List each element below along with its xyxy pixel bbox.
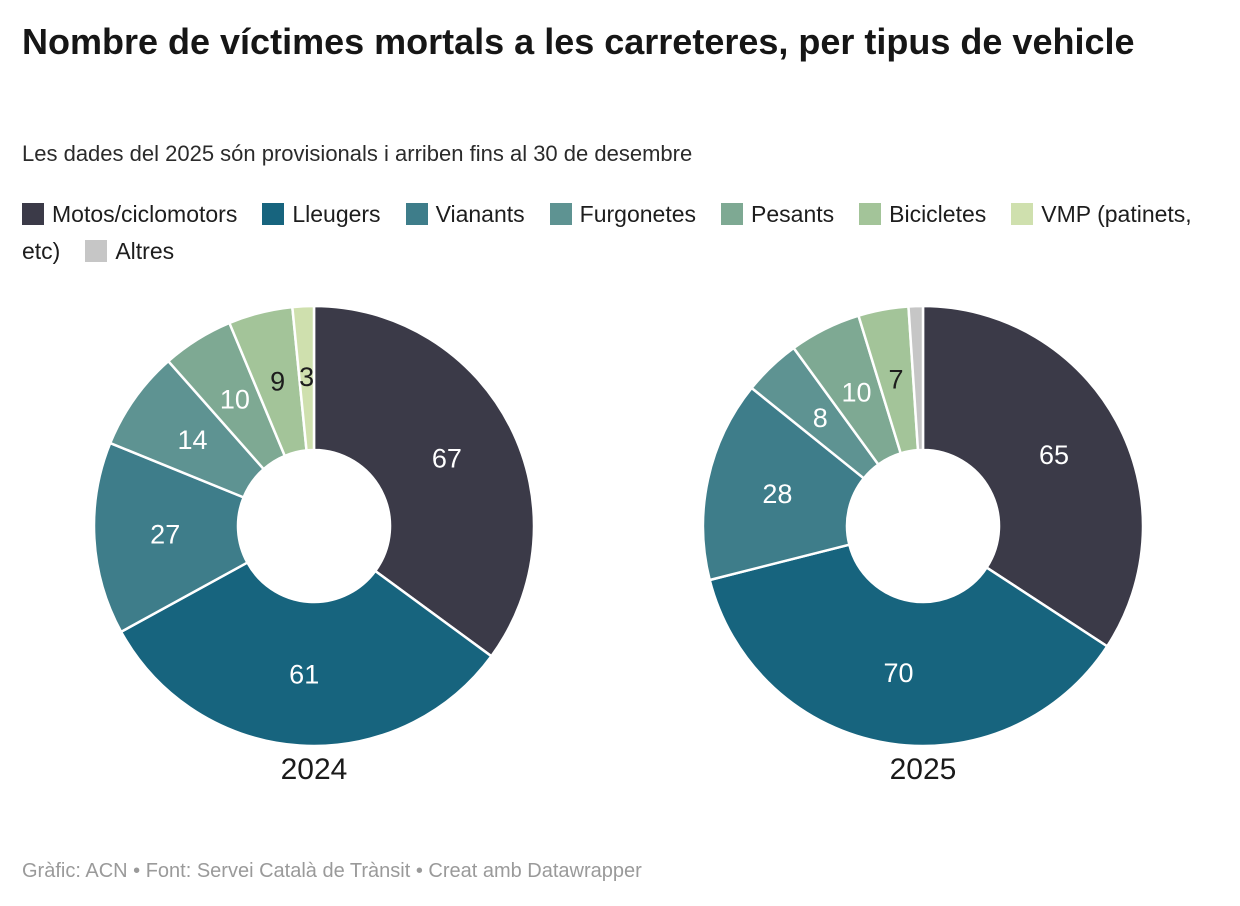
legend-item: Furgonetes (549, 201, 697, 227)
legend-swatch (85, 240, 108, 262)
pie-slice (119, 561, 493, 748)
donut-chart-2025: 65 70 28 8 10 7 (701, 304, 1145, 748)
pie-slice (708, 543, 1109, 748)
slice-value-label: 14 (177, 425, 207, 455)
legend-item-label: Vianants (435, 201, 525, 227)
slice-value-label: 8 (813, 403, 828, 433)
legend-item: Vianants (405, 201, 525, 227)
slice-value-label: 28 (762, 479, 792, 509)
slice-value-label: 9 (270, 367, 285, 397)
donut-year-label-2025: 2025 (889, 753, 957, 786)
slice-value-label: 70 (883, 658, 913, 688)
legend-swatch (22, 203, 44, 225)
legend-item-label: Altres (115, 238, 175, 264)
slice-value-label: 67 (432, 444, 462, 474)
chart-subtitle: Les dades del 2025 són provisionals i ar… (22, 141, 693, 166)
chart-credit-line: Gràfic: ACN • Font: Servei Català de Trà… (22, 860, 642, 882)
legend-item: Altres (85, 238, 174, 264)
legend-item: Pesants (721, 201, 834, 227)
legend-item-label: Lleugers (292, 201, 381, 227)
legend-item-label: Furgonetes (579, 201, 697, 227)
donut-chart-2024: 67 61 27 14 10 9 3 (92, 304, 536, 748)
pie-slice (921, 304, 1145, 648)
chart-title: Nombre de víctimes mortals a les carrete… (22, 21, 1135, 62)
slice-value-label: 7 (888, 365, 903, 395)
legend-swatch (1011, 203, 1034, 225)
legend-item-label: Bicicletes (889, 201, 987, 227)
slice-value-label: 65 (1039, 440, 1069, 470)
legend-swatch (405, 203, 428, 225)
legend-item: Lleugers (262, 201, 381, 227)
legend-swatch (549, 203, 572, 225)
slice-value-label: 3 (299, 362, 314, 392)
legend-swatch (859, 203, 882, 225)
pie-slice (312, 304, 536, 658)
pie-slice (92, 441, 249, 634)
pie-slice (291, 304, 316, 452)
legend-item: Bicicletes (859, 201, 986, 227)
slice-value-label: 61 (289, 660, 319, 690)
legend-item-label: VMP (patinets, etc) (22, 201, 1192, 264)
pie-slice (907, 304, 925, 452)
slice-value-label: 27 (150, 520, 180, 550)
pie-slice (701, 386, 866, 582)
slice-value-label: 10 (841, 378, 871, 408)
legend-item-label: Motos/ciclomotors (52, 201, 238, 227)
legend: Motos/ciclomotors Lleugers Vianants Furgone… (22, 196, 1212, 270)
legend-item-label: Pesants (751, 201, 835, 227)
legend-item: Motos/ciclomotors (22, 201, 237, 227)
legend-swatch (262, 203, 285, 225)
slice-value-label: 10 (220, 385, 250, 415)
donut-year-label-2024: 2024 (280, 753, 348, 786)
legend-item: VMP (patinets, etc) (22, 201, 1192, 264)
legend-swatch (721, 203, 744, 225)
